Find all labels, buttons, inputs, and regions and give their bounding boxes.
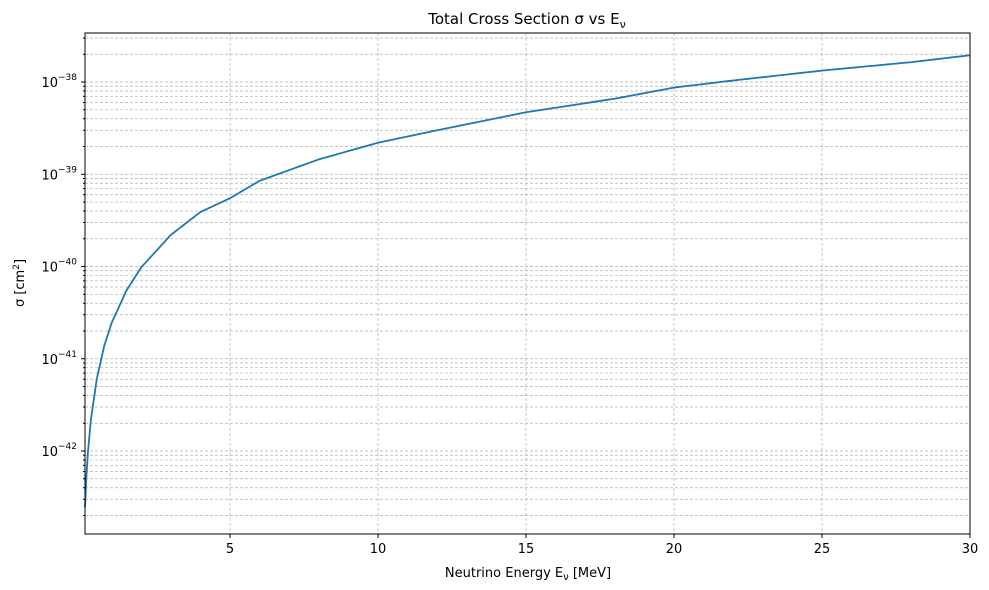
x-tick-label: 5 xyxy=(226,542,234,557)
y-tick-label: 10−42 xyxy=(41,442,77,460)
y-tick-label: 10−39 xyxy=(41,165,77,183)
y-axis-label: σ [cm2] xyxy=(12,259,28,307)
y-tick-label: 10−41 xyxy=(41,350,77,368)
chart-title: Total Cross Section σ vs Eν xyxy=(427,10,626,31)
y-tick-label: 10−40 xyxy=(41,258,77,276)
x-tick-label: 10 xyxy=(370,542,387,557)
series-layer xyxy=(84,54,971,508)
x-tick-label: 25 xyxy=(814,542,831,557)
ticks: 5 10 15 20 25 30 10−42 10−41 10−40 10−39 10−38 xyxy=(41,37,979,557)
y-tick-label: 10−38 xyxy=(41,73,77,91)
x-tick-label: 30 xyxy=(962,542,979,557)
grid xyxy=(85,33,971,534)
x-tick-label: 20 xyxy=(666,542,683,557)
x-tick-label: 15 xyxy=(518,542,535,557)
plot-frame xyxy=(84,32,971,535)
x-axis-label: Neutrino Energy Eν [MeV] xyxy=(445,566,611,583)
cross-section-series-line xyxy=(84,54,971,508)
